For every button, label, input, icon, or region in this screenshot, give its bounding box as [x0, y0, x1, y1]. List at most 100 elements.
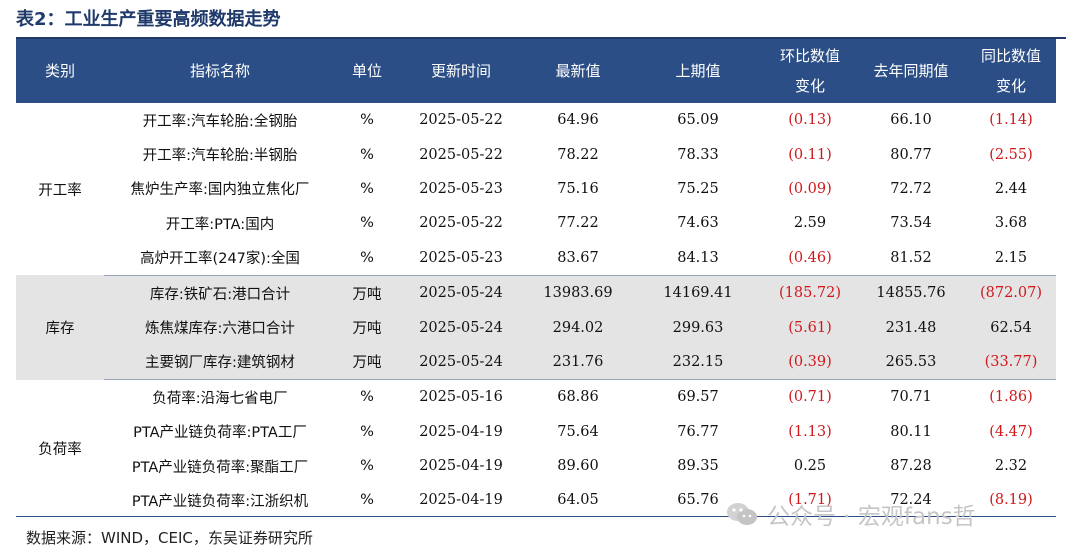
indicator-cell: 库存:铁矿石:港口合计	[104, 275, 336, 311]
update-time-cell: 2025-05-22	[419, 215, 503, 232]
header-indicator: 指标名称	[104, 39, 336, 103]
update-time-cell: 2025-04-19	[419, 458, 503, 475]
table-row: 开工率:汽车轮胎:半钢胎% 2025-05-22 78.22 78.33 (0.11) 8…	[16, 137, 1056, 171]
data-table: 类别 指标名称 单位 更新时间 最新值 上期值 环比数值 变化 去年同期值 同比数…	[16, 39, 1056, 518]
yoy-change-cell: (4.47)	[989, 423, 1033, 440]
table-row: 开工率:PTA:国内% 2025-05-22 77.22 74.63 2.59 73.54…	[16, 206, 1056, 240]
table-row: PTA产业链负荷率:江浙织机% 2025-04-19 64.05 65.76 (1.71…	[16, 483, 1056, 517]
latest-value-cell: 83.67	[524, 240, 632, 276]
header-category: 类别	[16, 39, 104, 103]
previous-value-cell: 78.33	[677, 146, 719, 163]
last-year-value-cell: 81.52	[856, 240, 966, 276]
table-row: 负荷率 负荷率:沿海七省电厂% 2025-05-16 68.86 69.57 (0.71)…	[16, 380, 1056, 458]
last-year-value-cell: 66.10	[890, 112, 932, 129]
unit-cell: 万吨	[336, 344, 398, 381]
latest-value-cell: 294.02	[524, 310, 632, 345]
indicator-cell: PTA产业链负荷率:PTA工厂	[133, 425, 307, 442]
last-year-value-cell: 80.77	[890, 146, 932, 163]
yoy-change-cell: 2.15	[966, 240, 1056, 276]
last-year-value-cell: 72.72	[890, 180, 932, 197]
category-cell: 开工率	[38, 182, 82, 199]
yoy-change-cell: 2.44	[994, 180, 1028, 197]
indicator-cell: 高炉开工率(247家):全国	[104, 240, 336, 276]
indicator-cell: 开工率:汽车轮胎:半钢胎	[142, 148, 298, 165]
last-year-value-cell: 231.48	[856, 310, 966, 345]
yoy-change-cell: (2.55)	[989, 146, 1033, 163]
indicator-cell: 开工率:PTA:国内	[165, 216, 275, 233]
mom-change-cell: (1.71)	[788, 492, 832, 509]
mom-change-cell: (0.13)	[788, 112, 832, 129]
latest-value-cell: 64.05	[557, 492, 599, 509]
yoy-change-cell: (8.19)	[989, 492, 1033, 509]
header-mom-change: 环比数值 变化	[764, 39, 856, 103]
previous-value-cell: 76.77	[677, 423, 719, 440]
table-row: PTA产业链负荷率:聚酯工厂% 2025-04-19 89.60 89.35 0.25 8…	[16, 449, 1056, 483]
table-row: 主要钢厂库存:建筑钢材 万吨 2025-05-24 231.76 232.15 (0.39…	[16, 344, 1056, 381]
latest-value-cell: 89.60	[557, 458, 599, 475]
latest-value-cell: 78.22	[557, 146, 599, 163]
last-year-value-cell: 265.53	[856, 344, 966, 381]
mom-change-cell: (0.09)	[788, 180, 832, 197]
yoy-change-cell: (872.07)	[966, 275, 1056, 311]
header-last-year: 去年同期值	[856, 39, 966, 103]
header-mom-line2: 变化	[794, 77, 825, 95]
previous-value-cell: 74.63	[677, 215, 719, 232]
header-yoy-line1: 同比数值	[980, 47, 1041, 65]
yoy-change-cell: 2.32	[994, 458, 1028, 475]
unit-cell: %	[360, 180, 374, 197]
unit-cell: %	[360, 389, 374, 406]
indicator-cell: PTA产业链负荷率:江浙织机	[131, 493, 309, 510]
yoy-change-cell: 3.68	[994, 215, 1028, 232]
latest-value-cell: 75.64	[557, 423, 599, 440]
yoy-change-cell: (1.14)	[989, 112, 1033, 129]
last-year-value-cell: 87.28	[890, 458, 932, 475]
yoy-change-cell: (33.77)	[966, 344, 1056, 381]
header-previous: 上期值	[632, 39, 764, 103]
mom-change-cell: 2.59	[793, 215, 827, 232]
header-mom-line1: 环比数值	[779, 47, 840, 65]
header-row: 类别 指标名称 单位 更新时间 最新值 上期值 环比数值 变化 去年同期值 同比数…	[16, 39, 1056, 103]
update-time-cell: 2025-05-23	[398, 240, 524, 276]
unit-cell: %	[360, 492, 374, 509]
unit-cell: 万吨	[336, 310, 398, 345]
header-latest: 最新值	[524, 39, 632, 103]
table-row: 库存 库存:铁矿石:港口合计 万吨 2025-05-24 13983.69 14169.4…	[16, 275, 1056, 380]
watermark: 公众号 · 宏观fans哲	[725, 497, 976, 531]
unit-cell: %	[360, 458, 374, 475]
table-row: 炼焦煤库存:六港口合计 万吨 2025-05-24 294.02 299.63 (5.61…	[16, 310, 1056, 345]
category-cell: 库存	[16, 275, 104, 380]
table-row: 开工率 开工率:汽车轮胎:全钢胎% 2025-05-22 64.96 65.09 (0.1…	[16, 103, 1056, 199]
unit-cell: %	[360, 215, 374, 232]
update-time-cell: 2025-05-22	[419, 146, 503, 163]
title-divider	[16, 37, 1066, 39]
header-unit: 单位	[336, 39, 398, 103]
indicator-cell: PTA产业链负荷率:聚酯工厂	[131, 459, 309, 476]
update-time-cell: 2025-05-24	[398, 275, 524, 311]
mom-change-cell: (185.72)	[764, 275, 856, 311]
category-cell: 负荷率	[38, 442, 82, 459]
latest-value-cell: 77.22	[557, 215, 599, 232]
table-row: 焦炉生产率:国内独立焦化厂% 2025-05-23 75.16 75.25 (0.09)…	[16, 172, 1056, 206]
last-year-value-cell: 70.71	[890, 389, 932, 406]
latest-value-cell: 13983.69	[524, 275, 632, 311]
yoy-change-cell: (1.86)	[989, 389, 1033, 406]
data-source-note: 数据来源：WIND，CEIC，东吴证券研究所	[26, 529, 313, 547]
header-yoy-line2: 变化	[995, 77, 1026, 95]
unit-cell: %	[360, 112, 374, 129]
table-row: 高炉开工率(247家):全国% 2025-05-23 83.67 84.13 (0.46…	[16, 240, 1056, 276]
indicator-cell: 炼焦煤库存:六港口合计	[104, 310, 336, 345]
mom-change-cell: (1.13)	[788, 423, 832, 440]
table-body: 开工率 开工率:汽车轮胎:全钢胎% 2025-05-22 64.96 65.09 (0.1…	[16, 103, 1056, 518]
update-time-cell: 2025-05-23	[419, 180, 503, 197]
previous-value-cell: 14169.41	[632, 275, 764, 311]
mom-change-cell: 0.25	[793, 458, 827, 475]
mom-change-cell: (0.39)	[764, 344, 856, 381]
last-year-value-cell: 80.11	[890, 423, 932, 440]
unit-cell: %	[360, 146, 374, 163]
previous-value-cell: 65.09	[677, 112, 719, 129]
unit-cell: 万吨	[336, 275, 398, 311]
table-title: 表2：工业生产重要高频数据走势	[16, 9, 281, 30]
indicator-cell: 焦炉生产率:国内独立焦化厂	[130, 182, 310, 199]
latest-value-cell: 75.16	[557, 180, 599, 197]
table-row: PTA产业链负荷率:PTA工厂% 2025-04-19 75.64 76.77 (1.1…	[16, 415, 1056, 449]
